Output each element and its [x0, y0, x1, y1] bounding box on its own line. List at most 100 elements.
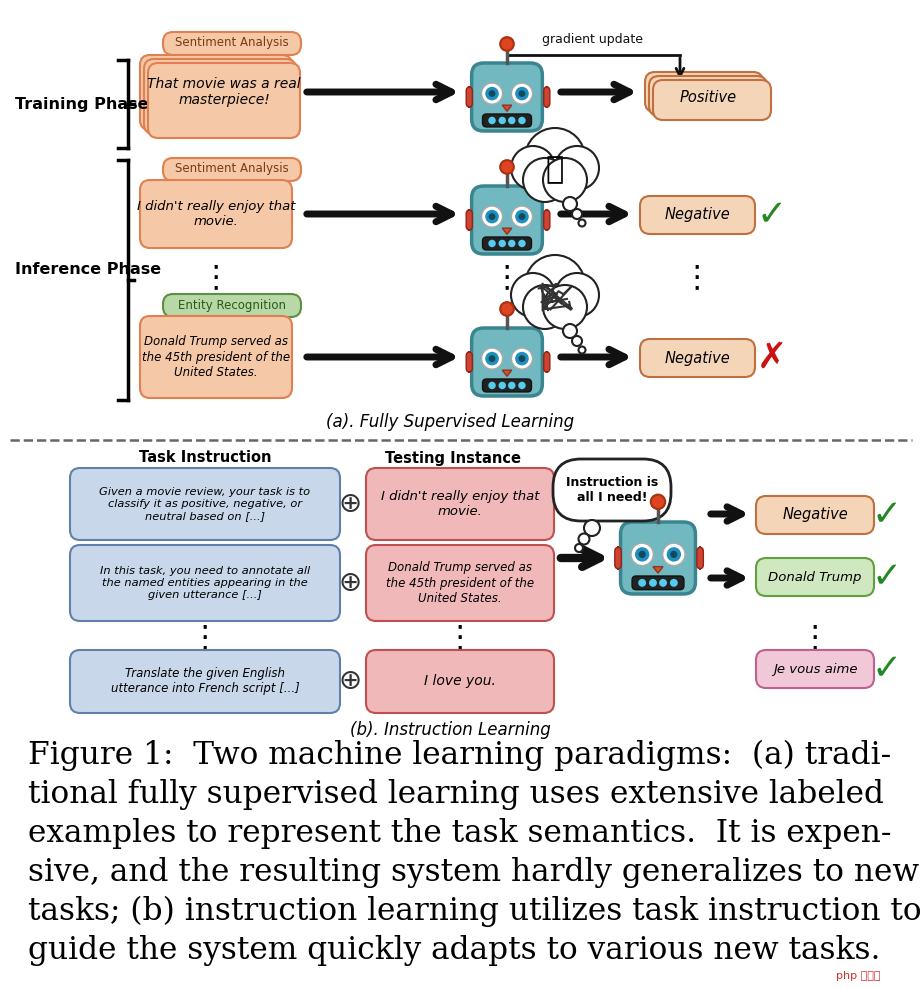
FancyBboxPatch shape — [472, 328, 543, 396]
Circle shape — [543, 158, 587, 202]
Text: ⊕: ⊕ — [339, 490, 362, 518]
Circle shape — [511, 206, 533, 227]
FancyBboxPatch shape — [144, 59, 296, 134]
Circle shape — [500, 302, 514, 316]
Circle shape — [498, 381, 506, 389]
Circle shape — [482, 348, 503, 370]
Text: Negative: Negative — [665, 351, 730, 366]
Text: Je vous aime: Je vous aime — [773, 663, 857, 676]
Circle shape — [543, 285, 587, 329]
Circle shape — [525, 255, 585, 315]
Circle shape — [488, 213, 496, 220]
Circle shape — [519, 213, 525, 220]
FancyBboxPatch shape — [632, 576, 684, 590]
FancyBboxPatch shape — [163, 32, 301, 55]
Text: Given a movie review, your task is to
classify it as positive, negative, or
neut: Given a movie review, your task is to cl… — [100, 487, 310, 521]
Circle shape — [659, 579, 667, 587]
Text: Figure 1:  Two machine learning paradigms:  (a) tradi-: Figure 1: Two machine learning paradigms… — [28, 739, 892, 771]
Circle shape — [523, 285, 567, 329]
Text: ⋮: ⋮ — [190, 623, 221, 652]
FancyBboxPatch shape — [645, 72, 763, 112]
Text: Negative: Negative — [665, 207, 730, 222]
FancyBboxPatch shape — [544, 87, 550, 108]
FancyBboxPatch shape — [70, 650, 340, 713]
Text: ✓: ✓ — [757, 198, 787, 232]
Text: Donald Trump served as
the 45th president of the
United States.: Donald Trump served as the 45th presiden… — [142, 336, 290, 378]
FancyBboxPatch shape — [756, 558, 874, 596]
FancyBboxPatch shape — [615, 547, 621, 569]
Text: ⊕: ⊕ — [339, 569, 362, 597]
Circle shape — [579, 219, 585, 226]
Circle shape — [488, 117, 496, 124]
Circle shape — [508, 117, 516, 124]
Circle shape — [519, 90, 525, 97]
Circle shape — [631, 543, 653, 565]
Circle shape — [498, 117, 506, 124]
Circle shape — [525, 128, 585, 188]
Text: tasks; (b) instruction learning utilizes task instruction to: tasks; (b) instruction learning utilizes… — [28, 895, 922, 927]
Circle shape — [498, 240, 506, 247]
Text: That movie was a real
masterpiece!: That movie was a real masterpiece! — [147, 77, 301, 107]
FancyBboxPatch shape — [366, 650, 554, 713]
Text: ⋮: ⋮ — [492, 264, 522, 292]
Circle shape — [485, 352, 498, 366]
Text: Task Instruction: Task Instruction — [138, 451, 271, 465]
Text: tional fully supervised learning uses extensive labeled: tional fully supervised learning uses ex… — [28, 779, 884, 809]
Text: Testing Instance: Testing Instance — [385, 451, 521, 465]
Text: ✓: ✓ — [872, 560, 902, 594]
Circle shape — [563, 324, 577, 338]
Circle shape — [511, 83, 533, 104]
FancyBboxPatch shape — [472, 186, 543, 254]
Circle shape — [579, 534, 590, 544]
Circle shape — [500, 160, 514, 174]
FancyBboxPatch shape — [640, 339, 755, 377]
Circle shape — [482, 83, 503, 104]
Text: (b). Instruction Learning: (b). Instruction Learning — [350, 721, 550, 739]
Circle shape — [638, 579, 646, 587]
Text: ⋮: ⋮ — [200, 264, 232, 292]
Polygon shape — [502, 105, 511, 112]
Text: Inference Phase: Inference Phase — [15, 263, 162, 278]
Circle shape — [482, 206, 503, 227]
Circle shape — [485, 209, 498, 223]
FancyBboxPatch shape — [70, 545, 340, 621]
Circle shape — [515, 87, 529, 101]
Text: ✓: ✓ — [872, 652, 902, 686]
Text: Donald Trump: Donald Trump — [768, 570, 862, 584]
Text: sive, and the resulting system hardly generalizes to new: sive, and the resulting system hardly ge… — [28, 857, 919, 887]
Circle shape — [488, 90, 496, 97]
Text: (a). Fully Supervised Learning: (a). Fully Supervised Learning — [326, 413, 574, 431]
Text: ⋮: ⋮ — [799, 623, 831, 652]
FancyBboxPatch shape — [544, 352, 550, 372]
Text: 💡: 💡 — [545, 155, 564, 185]
Text: php 中文网: php 中文网 — [835, 971, 880, 981]
FancyBboxPatch shape — [544, 209, 550, 230]
Circle shape — [572, 209, 582, 219]
Text: I didn't really enjoy that
movie.: I didn't really enjoy that movie. — [137, 200, 295, 228]
Polygon shape — [502, 228, 511, 234]
Polygon shape — [502, 370, 511, 376]
FancyBboxPatch shape — [140, 316, 292, 398]
Circle shape — [515, 209, 529, 223]
FancyBboxPatch shape — [653, 80, 771, 120]
Text: Training Phase: Training Phase — [15, 98, 149, 113]
FancyBboxPatch shape — [697, 547, 703, 569]
Text: Entity Recognition: Entity Recognition — [178, 298, 286, 311]
FancyBboxPatch shape — [756, 650, 874, 688]
Circle shape — [651, 495, 665, 509]
Circle shape — [511, 146, 555, 190]
Circle shape — [508, 240, 516, 247]
Text: I love you.: I love you. — [424, 674, 496, 688]
Circle shape — [515, 352, 529, 366]
FancyBboxPatch shape — [553, 459, 671, 521]
FancyBboxPatch shape — [483, 114, 532, 126]
FancyBboxPatch shape — [466, 87, 473, 108]
FancyBboxPatch shape — [649, 76, 767, 116]
Polygon shape — [653, 567, 663, 573]
Circle shape — [523, 158, 567, 202]
Text: ⊕: ⊕ — [339, 667, 362, 695]
Text: ⋮: ⋮ — [682, 264, 713, 292]
Circle shape — [488, 356, 496, 362]
Circle shape — [670, 550, 677, 558]
FancyBboxPatch shape — [483, 237, 532, 250]
